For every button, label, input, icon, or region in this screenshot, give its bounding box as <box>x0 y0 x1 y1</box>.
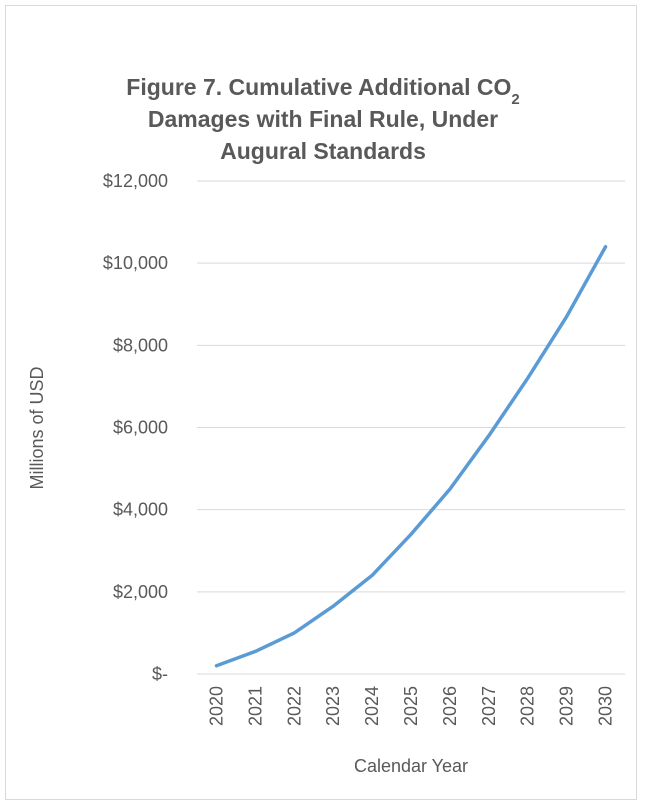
x-tick-label: 2023 <box>323 686 343 726</box>
x-tick-label: 2026 <box>440 686 460 726</box>
chart-border <box>5 5 637 800</box>
title-subscript: 2 <box>511 91 519 108</box>
x-tick-label: 2029 <box>557 686 577 726</box>
x-tick-label: 2024 <box>362 686 382 726</box>
x-tick-label: 2022 <box>284 686 304 726</box>
y-axis-label: Millions of USD <box>27 366 47 489</box>
x-tick-label: 2027 <box>479 686 499 726</box>
chart-title: Augural Standards <box>220 138 426 164</box>
y-tick-label: $6,000 <box>113 418 168 438</box>
x-tick-label: 2021 <box>245 686 265 726</box>
title-line: Figure 7. Cumulative Additional CO <box>126 74 511 100</box>
chart-title: Damages with Final Rule, Under <box>148 106 498 132</box>
x-tick-label: 2028 <box>518 686 538 726</box>
y-tick-label: $- <box>152 664 168 684</box>
data-line <box>214 244 608 668</box>
x-axis-label: Calendar Year <box>354 756 468 776</box>
chart-title: Figure 7. Cumulative Additional CO2 <box>126 74 519 108</box>
x-tick-label: 2020 <box>206 686 226 726</box>
y-tick-label: $2,000 <box>113 582 168 602</box>
x-tick-label: 2025 <box>401 686 421 726</box>
y-tick-label: $4,000 <box>113 500 168 520</box>
y-tick-label: $12,000 <box>103 171 168 191</box>
x-tick-label: 2030 <box>596 686 616 726</box>
y-tick-label: $8,000 <box>113 335 168 355</box>
y-tick-label: $10,000 <box>103 253 168 273</box>
